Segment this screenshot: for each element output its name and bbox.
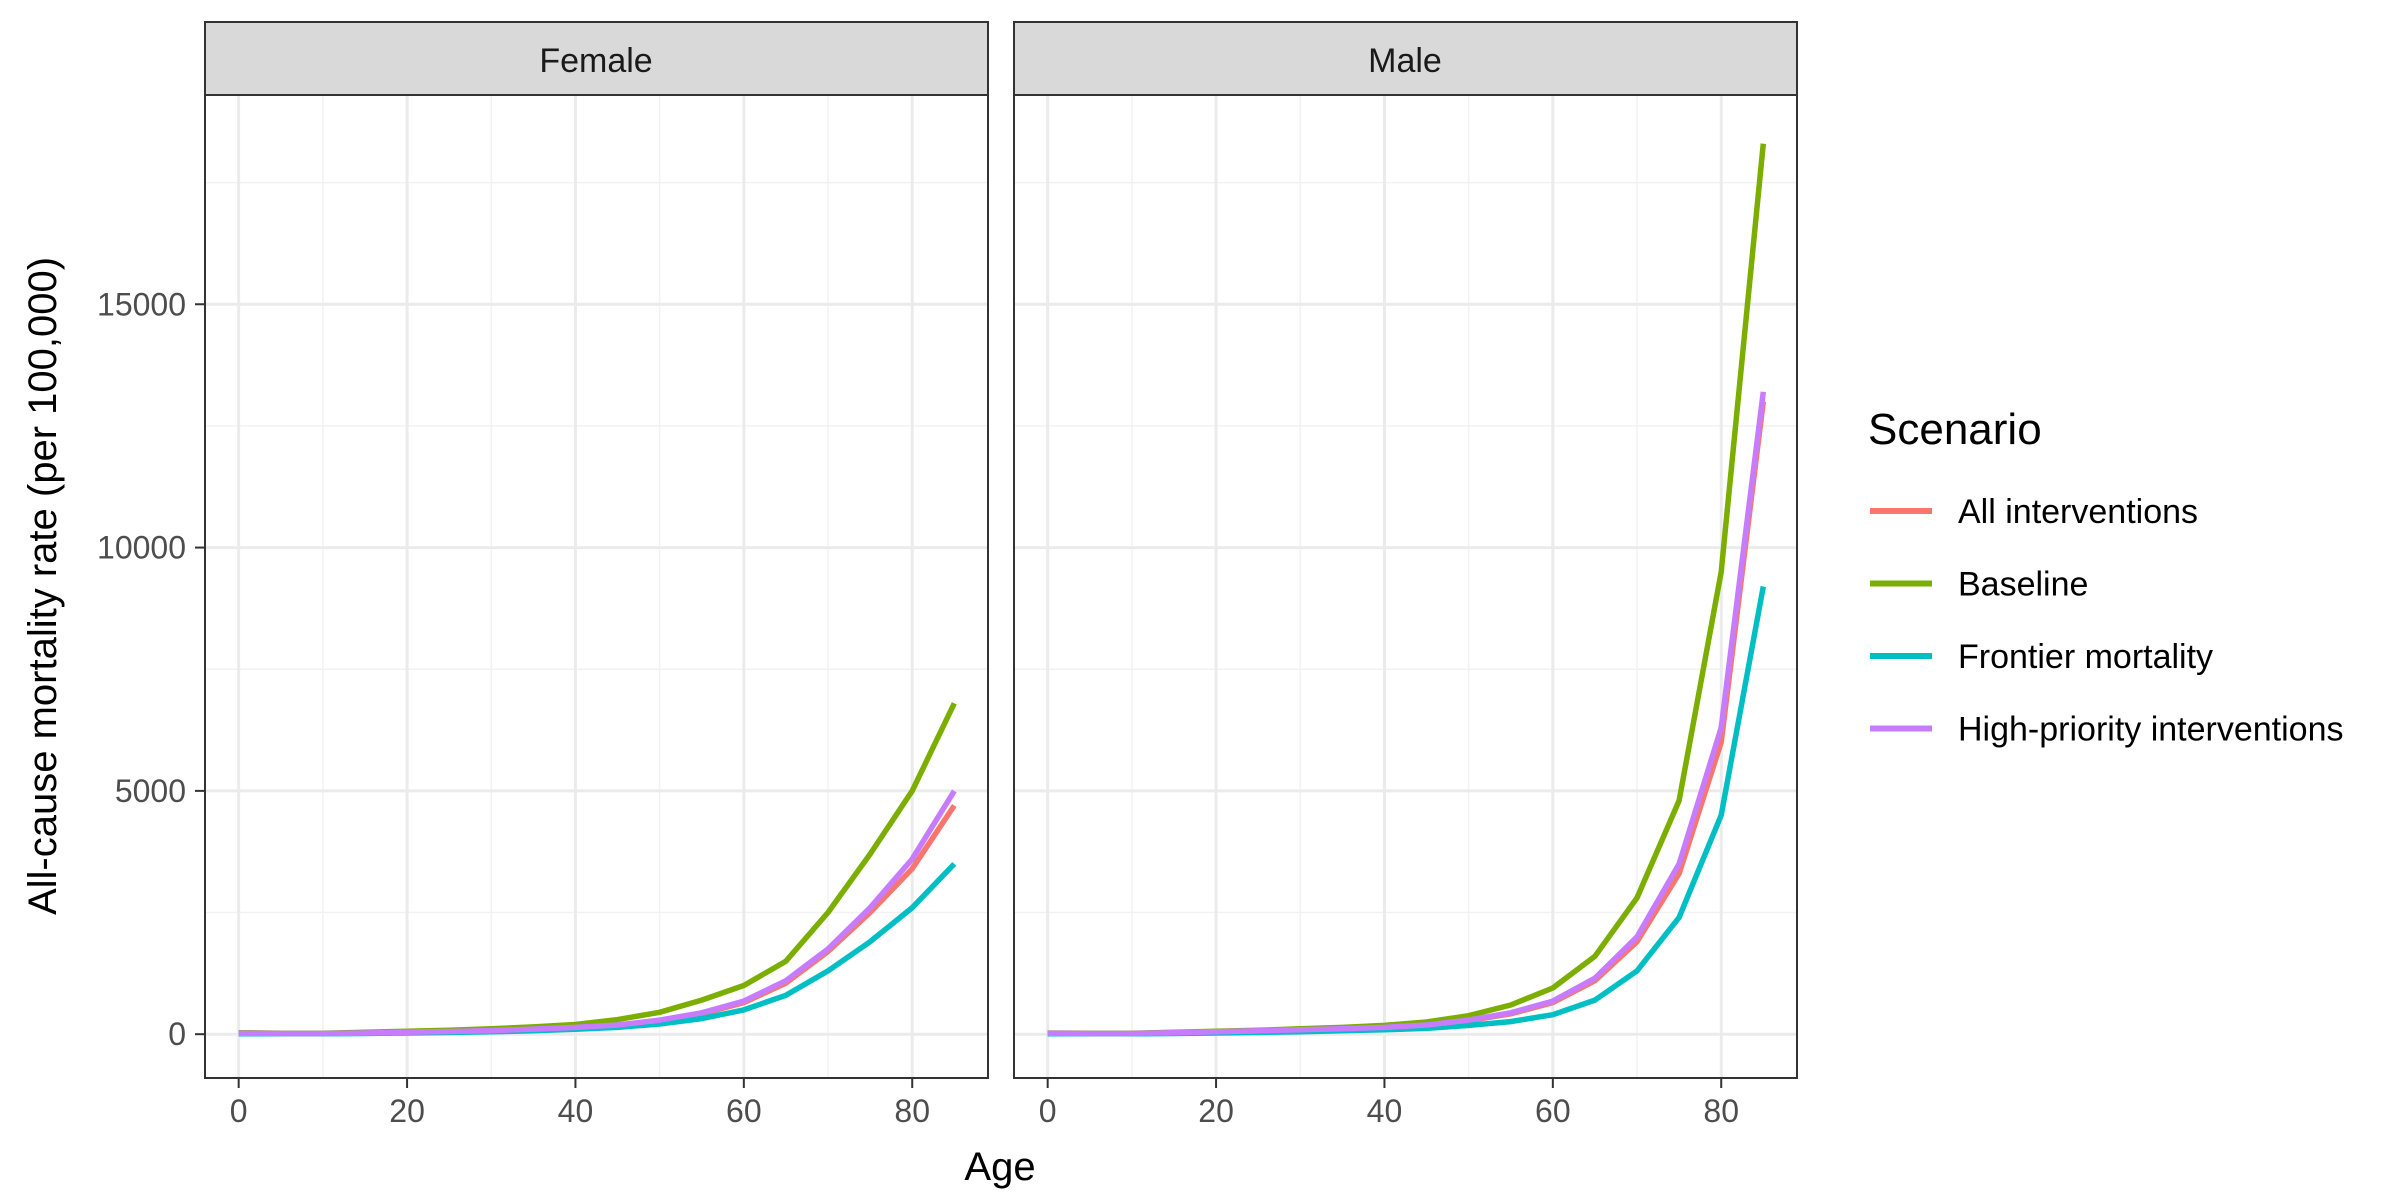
x-tick-label-male: 40 bbox=[1367, 1093, 1403, 1129]
panel-female: Female 0 20 40 60 80 bbox=[204, 21, 989, 1129]
lines-female bbox=[238, 702, 957, 1037]
lines-male bbox=[1047, 143, 1767, 1037]
series-line-high-priority-interventions-male bbox=[1047, 391, 1767, 1037]
y-tick-label: 5000 bbox=[115, 773, 186, 809]
x-tick-label-male: 80 bbox=[1703, 1093, 1739, 1129]
legend-label-all-interventions: All interventions bbox=[1958, 493, 2198, 531]
panel-strip-male bbox=[1013, 21, 1798, 96]
x-tick-label-female: 60 bbox=[726, 1093, 762, 1129]
plot-border-male bbox=[1013, 94, 1798, 1079]
y-tick-label: 10000 bbox=[97, 530, 186, 566]
x-tick-label-female: 80 bbox=[894, 1093, 930, 1129]
y-tick-label: 15000 bbox=[97, 286, 186, 322]
grid-male bbox=[1014, 95, 1797, 1078]
y-axis-title: All-cause mortality rate (per 100,000) bbox=[21, 257, 65, 915]
legend-label-baseline: Baseline bbox=[1958, 566, 2088, 604]
plot-area-male bbox=[1014, 95, 1797, 1078]
y-tick-label: 0 bbox=[168, 1016, 186, 1052]
x-tick-label-male: 60 bbox=[1535, 1093, 1571, 1129]
x-tick-label-male: 20 bbox=[1198, 1093, 1234, 1129]
grid-female bbox=[205, 95, 988, 1078]
x-tick-label-female: 20 bbox=[389, 1093, 425, 1129]
x-axis-title: Age bbox=[964, 1145, 1035, 1189]
y-axis: 0 5000 10000 15000 bbox=[97, 286, 205, 1052]
legend-items: All interventions Baseline Frontier mortal… bbox=[1870, 493, 2344, 749]
legend-title: Scenario bbox=[1868, 405, 2042, 454]
x-tick-label-female: 40 bbox=[558, 1093, 594, 1129]
legend-label-frontier-mortality: Frontier mortality bbox=[1958, 638, 2213, 676]
x-tick-label-female: 0 bbox=[230, 1093, 248, 1129]
panel-label-female: Female bbox=[539, 42, 652, 80]
legend-label-high-priority-interventions: High-priority interventions bbox=[1958, 711, 2344, 749]
x-tick-label-male: 0 bbox=[1039, 1093, 1057, 1129]
panel-label-male: Male bbox=[1368, 42, 1442, 80]
series-line-high-priority-interventions-female bbox=[238, 789, 957, 1037]
panel-male: Male 0 20 40 60 80 bbox=[1013, 21, 1798, 1129]
x-axis-male: 0 20 40 60 80 bbox=[1039, 1078, 1739, 1129]
x-axis-female: 0 20 40 60 80 bbox=[230, 1078, 930, 1129]
plot-border-female bbox=[204, 94, 989, 1079]
plot-area-female bbox=[205, 95, 988, 1078]
panel-strip-female bbox=[204, 21, 989, 96]
legend: Scenario All interventions Baseline Fronti… bbox=[1868, 405, 2344, 749]
